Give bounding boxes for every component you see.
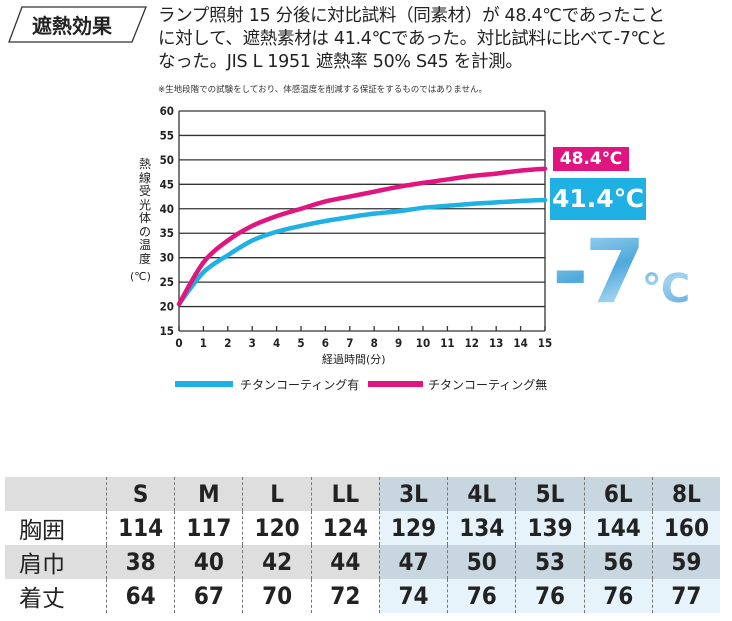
coated-temperature-label: 41.4℃ — [550, 178, 646, 220]
size-cell: 44 — [310, 545, 380, 579]
description-line-2: に対して、遮熱素材は 41.4℃であった。対比試料に比べて-7℃と — [158, 29, 668, 49]
description-line-1: ランプ照射 15 分後に対比試料（同素材）が 48.4℃であったこと — [158, 6, 665, 26]
x-tick-label: 0 — [175, 336, 182, 350]
size-cell: 160 — [651, 511, 720, 545]
size-header-L: L — [242, 477, 312, 511]
row-label: 胸囲 — [19, 518, 65, 544]
size-cell: 76 — [583, 579, 653, 613]
legend-label-uncoated: チタンコーティング無 — [428, 378, 548, 392]
size-row-chest: 胸囲 114 117 120 124 129 134 139 144 160 — [5, 511, 720, 545]
header-corner — [5, 477, 107, 511]
size-cell: 38 — [105, 545, 175, 579]
y-tick-label: 30 — [160, 251, 174, 265]
row-label: 着丈 — [19, 586, 65, 612]
size-cell: 114 — [105, 511, 175, 545]
size-cell: 42 — [242, 545, 312, 579]
x-tick-label: 6 — [322, 336, 329, 350]
y-axis-label: 熱線受光体の温度 — [138, 157, 151, 266]
size-cell: 56 — [583, 545, 653, 579]
x-tick-label: 13 — [489, 336, 503, 350]
heading-frame — [8, 6, 147, 43]
x-tick-label: 7 — [346, 336, 353, 350]
size-cell: 120 — [242, 511, 312, 545]
size-header-LL: LL — [310, 477, 380, 511]
x-tick-label: 9 — [395, 336, 402, 350]
y-tick-label: 60 — [160, 104, 174, 118]
x-tick-label: 3 — [249, 336, 256, 350]
size-header-6L: 6L — [583, 477, 653, 511]
x-tick-label: 5 — [297, 336, 304, 350]
size-header-row: S M L LL 3L 4L 5L 6L 8L — [5, 477, 720, 511]
uncoated-temperature-label: 48.4℃ — [553, 147, 629, 171]
difference-value: -7 — [552, 220, 642, 323]
size-cell: 76 — [447, 579, 516, 613]
size-cell: 117 — [174, 511, 243, 545]
y-tick-label: 50 — [160, 153, 174, 167]
heading-text: 遮熱効果 — [32, 14, 112, 38]
x-tick-label: 12 — [465, 336, 479, 350]
size-row-shoulder: 肩巾 38 40 42 44 47 50 53 56 59 — [5, 545, 720, 579]
x-tick-label: 4 — [273, 336, 280, 350]
y-tick-label: 25 — [160, 275, 174, 289]
legend-swatch-uncoated — [368, 381, 423, 387]
size-cell: 47 — [378, 545, 448, 579]
size-header-5L: 5L — [515, 477, 585, 511]
size-cell: 74 — [378, 579, 448, 613]
legend-swatch-coated — [175, 381, 233, 387]
x-tick-label: 15 — [538, 336, 552, 350]
y-tick-label: 15 — [160, 324, 174, 338]
size-cell: 144 — [583, 511, 653, 545]
y-tick-label: 20 — [160, 300, 174, 314]
size-cell: 134 — [447, 511, 516, 545]
size-cell: 64 — [105, 579, 175, 613]
section-heading: 遮熱効果 — [8, 6, 147, 43]
row-label: 肩巾 — [5, 545, 107, 579]
temperature-difference: -7℃ — [552, 222, 690, 339]
size-cell: 76 — [515, 579, 585, 613]
y-axis-unit: (℃) — [130, 270, 151, 283]
disclaimer-note: ※生地段階での試験をしており、体感温度を削減する保証をするものではありません。 — [158, 85, 488, 95]
x-tick-label: 14 — [513, 336, 527, 350]
size-header-S: S — [105, 477, 175, 511]
size-table: S M L LL 3L 4L 5L 6L 8L 胸囲 114 117 120 124 129 134 139 1… — [5, 477, 720, 613]
size-cell: 70 — [242, 579, 312, 613]
difference-unit: ℃ — [641, 266, 691, 312]
size-row-length: 着丈 64 67 70 72 74 76 76 76 77 — [5, 579, 720, 613]
y-tick-label: 55 — [160, 128, 174, 142]
x-axis-label: 経過時間(分) — [322, 353, 386, 366]
y-tick-label: 45 — [160, 177, 174, 191]
size-cell: 67 — [174, 579, 243, 613]
series-line-uncoated — [176, 166, 548, 307]
x-tick-label: 1 — [200, 336, 207, 350]
size-cell: 53 — [515, 545, 585, 579]
legend-label-coated: チタンコーティング有 — [240, 378, 360, 392]
size-cell: 59 — [651, 545, 720, 579]
y-tick-label: 35 — [160, 226, 174, 240]
size-header-8L: 8L — [651, 477, 720, 511]
size-header-3L: 3L — [378, 477, 448, 511]
size-header-M: M — [174, 477, 243, 511]
x-tick-label: 8 — [371, 336, 378, 350]
size-cell: 77 — [651, 579, 720, 613]
size-cell: 124 — [310, 511, 380, 545]
x-tick-label: 11 — [440, 336, 454, 350]
size-cell: 50 — [447, 545, 516, 579]
y-tick-label: 40 — [160, 202, 174, 216]
size-cell: 129 — [378, 511, 448, 545]
size-header-4L: 4L — [447, 477, 516, 511]
x-tick-label: 2 — [224, 336, 231, 350]
size-cell: 40 — [174, 545, 243, 579]
x-tick-label: 10 — [416, 336, 430, 350]
size-cell: 72 — [310, 579, 380, 613]
size-cell: 139 — [515, 511, 585, 545]
series-line-coated — [176, 197, 548, 307]
description-line-3: なった。JIS L 1951 遮熱率 50% S45 を計測。 — [158, 52, 523, 72]
